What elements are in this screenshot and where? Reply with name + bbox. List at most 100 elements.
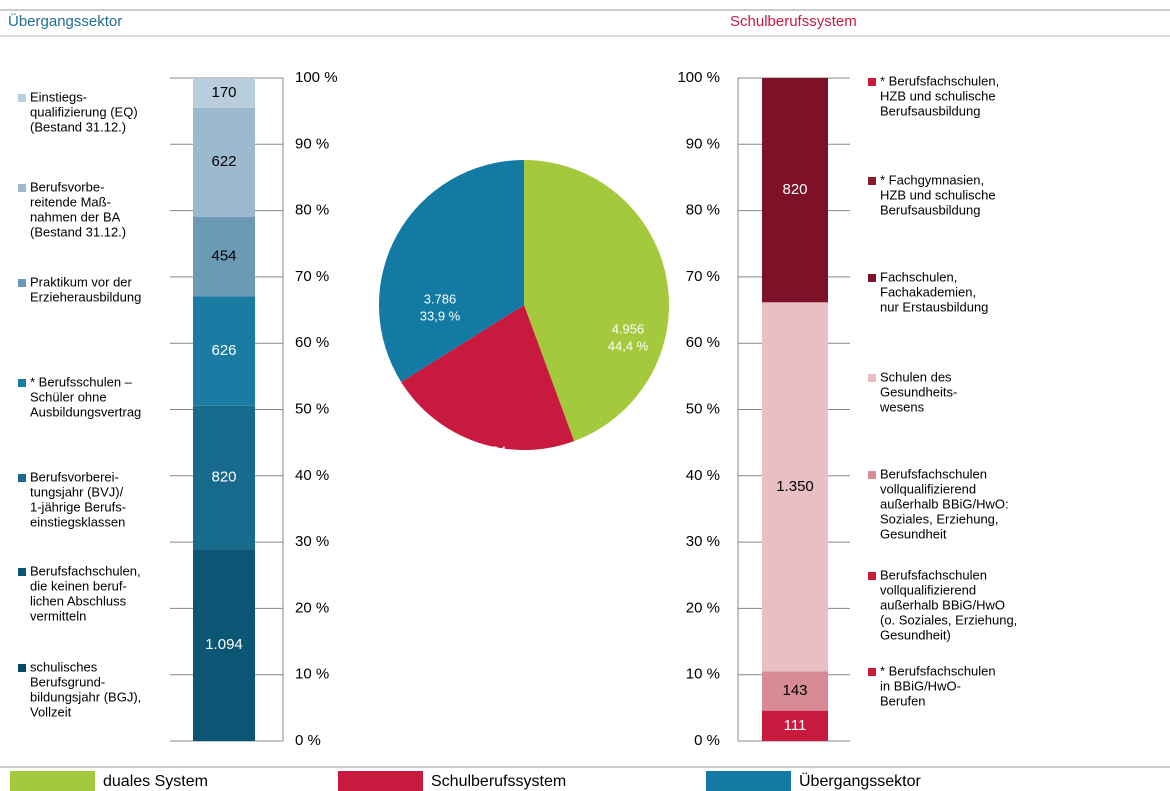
legend-label: in BBiG/HwO- [880,678,961,693]
y-tick-label: 90 % [686,135,720,152]
bar-segment [193,549,255,741]
legend-label: Berufsfachschulen [880,466,987,481]
legend-label: schulisches [30,659,98,674]
legend-marker [18,184,26,192]
legend-marker [18,379,26,387]
legend-label: einstiegsklassen [30,514,125,529]
legend-label: 1-jährige Berufs- [30,499,126,514]
legend-label: duales System [103,773,208,790]
legend-marker [18,279,26,287]
legend-label: Fachakademien, [880,284,976,299]
legend-marker [868,572,876,580]
legend-marker [18,94,26,102]
legend-label: Gesundheit) [880,627,951,642]
legend-label: die keinen beruf- [30,578,127,593]
bar-segment [762,671,828,711]
y-tick-label: 40 % [686,467,720,484]
legend-label: * Berufsfachschulen [880,663,996,678]
segment-label: 622 [211,153,236,170]
pie-slice [401,305,575,450]
legend-label: nahmen der BA [30,209,121,224]
legend-label: Soziales, Erziehung, [880,511,999,526]
y-tick-label: 30 % [295,533,329,550]
y-tick-label: 10 % [295,666,329,683]
segment-label: 1.350 [776,478,814,495]
legend-label: vollqualifizierend [880,481,976,496]
segment-label: 820 [782,181,807,198]
legend-marker [868,78,876,86]
y-tick-label: 60 % [686,334,720,351]
legend-marker [868,668,876,676]
legend-label: Berufsfachschulen [880,567,987,582]
legend-marker [868,374,876,382]
legend-marker [18,664,26,672]
bar-segment [762,302,828,672]
pie-slice [524,160,669,442]
legend-label: (Bestand 31.12.) [30,119,126,134]
y-tick-label: 60 % [295,334,329,351]
legend-label: reitende Maß- [30,194,111,209]
segment-label: 1.094 [205,636,243,653]
bar-segment [193,296,255,406]
y-tick-label: 90 % [295,135,329,152]
legend-label: Schulberufssystem [431,773,566,790]
y-tick-label: 70 % [686,268,720,285]
legend-label: Berufen [880,693,926,708]
right-title: Schulberufssystem [730,13,857,30]
y-tick-label: 100 % [677,69,720,86]
legend-label: lichen Abschluss [30,593,127,608]
y-tick-label: 50 % [295,400,329,417]
legend-label: Übergangssektor [799,772,922,790]
legend-label: Schulen des [880,369,952,384]
legend-label: außerhalb BBiG/HwO [880,597,1005,612]
y-tick-label: 80 % [686,202,720,219]
legend-label: Berufsvorbe- [30,179,104,194]
legend-label: außerhalb BBiG/HwO: [880,496,1009,511]
legend-label: Berufsfachschulen, [30,563,141,578]
segment-label: 143 [782,682,807,699]
legend-marker [18,568,26,576]
legend-label: vermitteln [30,608,86,623]
slice-percent-label: 33,9 % [420,308,461,323]
y-tick-label: 70 % [295,268,329,285]
legend-label: Gesundheits- [880,384,957,399]
legend-label: Berufsausbildung [880,103,980,118]
y-tick-label: 20 % [295,599,329,616]
legend-swatch [706,771,791,791]
legend-marker [18,474,26,482]
legend-label: vollqualifizierend [880,582,976,597]
legend-swatch [338,771,423,791]
legend-label: qualifizierung (EQ) [30,104,138,119]
y-tick-label: 0 % [295,732,321,749]
legend-label: tungsjahr (BVJ)/ [30,484,124,499]
legend-label: Einstiegs- [30,89,87,104]
legend-label: Fachschulen, [880,269,957,284]
legend-label: Berufsgrund- [30,674,105,689]
bar-segment [193,216,255,297]
slice-percent-label: 44,4 % [608,338,649,353]
bar-segment [193,107,255,217]
slice-value-label: 2.424 [474,443,507,458]
segment-label: 170 [211,84,236,101]
legend-label: (Bestand 31.12.) [30,224,126,239]
legend-label: Erzieherausbildung [30,289,141,304]
legend-label: Vollzeit [30,704,72,719]
legend-swatch [10,771,95,791]
legend-marker [868,177,876,185]
slice-value-label: 4.956 [612,321,645,336]
legend-label: Schüler ohne [30,389,107,404]
slice-value-label: 3.786 [424,291,457,306]
legend-label: * Fachgymnasien, [880,172,984,187]
legend-label: nur Erstausbildung [880,299,988,314]
legend-marker [868,274,876,282]
y-tick-label: 80 % [295,202,329,219]
legend-marker [868,471,876,479]
legend-label: wesens [879,399,925,414]
legend-label: * Berufsfachschulen, [880,73,999,88]
legend-label: bildungsjahr (BGJ), [30,689,141,704]
legend-label: Berufsvorberei- [30,469,119,484]
segment-label: 454 [211,247,236,264]
legend-label: Berufsausbildung [880,202,980,217]
bar-segment [193,78,255,108]
